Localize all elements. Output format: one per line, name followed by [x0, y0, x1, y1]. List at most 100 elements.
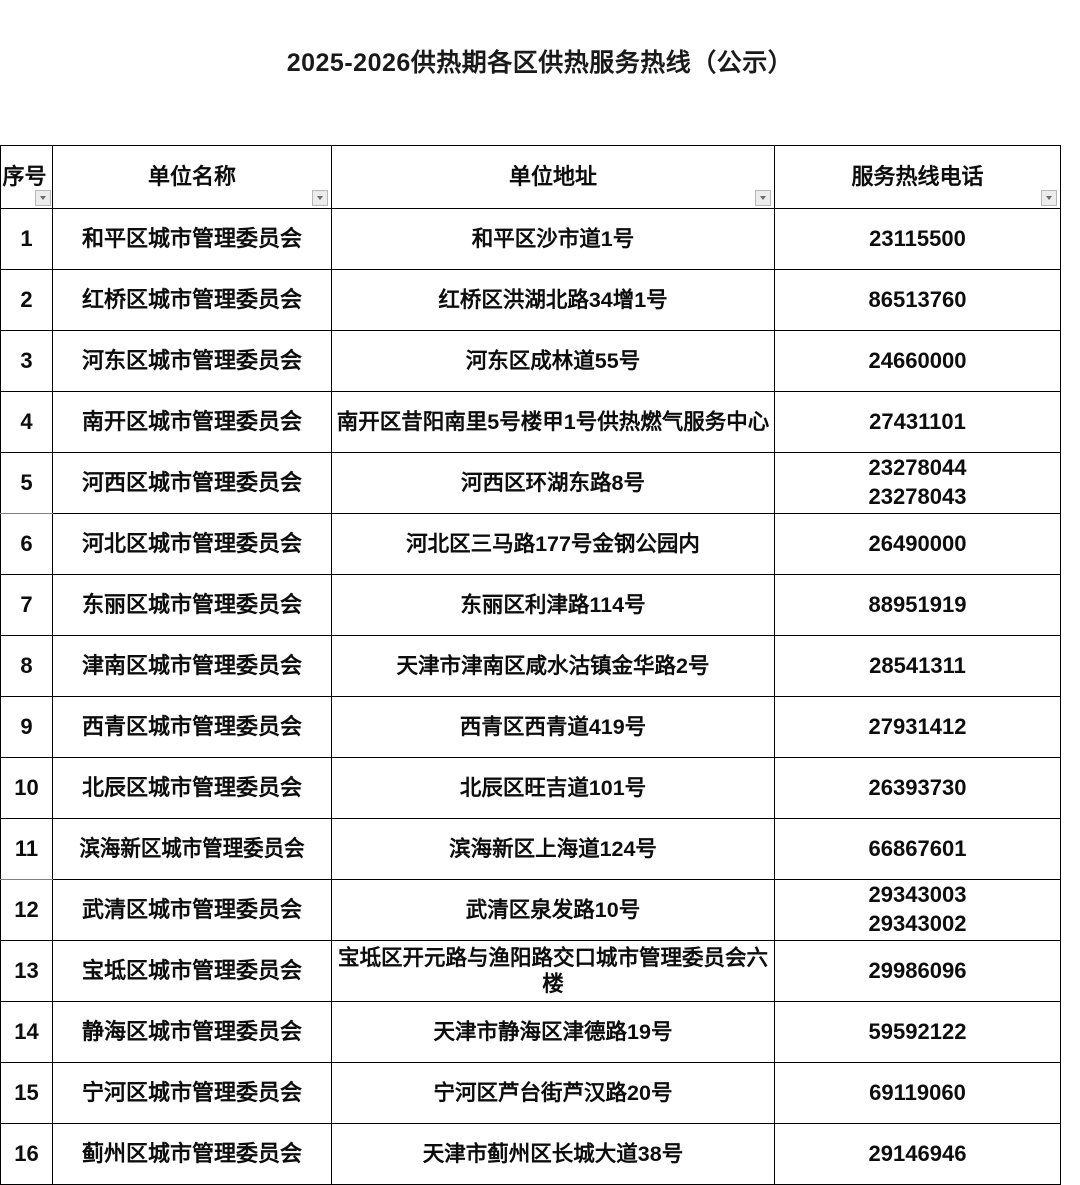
cell-unit-address[interactable]: 和平区沙市道1号: [332, 209, 775, 270]
cell-unit-name[interactable]: 津南区城市管理委员会: [53, 636, 332, 697]
cell-service-hotline[interactable]: 88951919: [775, 575, 1061, 636]
cell-unit-name[interactable]: 河北区城市管理委员会: [53, 514, 332, 575]
row-right-padding: [1061, 758, 1080, 819]
cell-index[interactable]: 16: [1, 1124, 53, 1185]
cell-service-hotline[interactable]: 24660000: [775, 331, 1061, 392]
cell-index[interactable]: 10: [1, 758, 53, 819]
cell-unit-name[interactable]: 南开区城市管理委员会: [53, 392, 332, 453]
hotline-number: 86513760: [777, 287, 1058, 314]
row-right-padding: [1061, 453, 1080, 514]
hotline-number: 23115500: [777, 226, 1058, 253]
cell-index[interactable]: 14: [1, 1002, 53, 1063]
cell-unit-name-text: 津南区城市管理委员会: [82, 653, 302, 680]
cell-index[interactable]: 9: [1, 697, 53, 758]
cell-service-hotline[interactable]: 29986096: [775, 941, 1061, 1002]
cell-unit-address[interactable]: 河北区三马路177号金钢公园内: [332, 514, 775, 575]
cell-index[interactable]: 12: [1, 880, 53, 941]
cell-index[interactable]: 4: [1, 392, 53, 453]
cell-index[interactable]: 8: [1, 636, 53, 697]
cell-unit-name-text: 西青区城市管理委员会: [82, 714, 302, 741]
filter-dropdown-icon-name[interactable]: [312, 190, 328, 206]
cell-service-hotline[interactable]: 27931412: [775, 697, 1061, 758]
hotline-number: 23278044: [777, 454, 1058, 483]
cell-unit-name-text: 蓟州区城市管理委员会: [82, 1141, 302, 1168]
cell-index[interactable]: 15: [1, 1063, 53, 1124]
cell-unit-name[interactable]: 西青区城市管理委员会: [53, 697, 332, 758]
cell-index[interactable]: 2: [1, 270, 53, 331]
cell-service-hotline[interactable]: 28541311: [775, 636, 1061, 697]
cell-unit-name[interactable]: 宁河区城市管理委员会: [53, 1063, 332, 1124]
cell-unit-name[interactable]: 滨海新区城市管理委员会: [53, 819, 332, 880]
column-header-address: 单位地址: [332, 146, 775, 209]
cell-index[interactable]: 6: [1, 514, 53, 575]
cell-unit-address[interactable]: 武清区泉发路10号: [332, 880, 775, 941]
cell-service-hotline[interactable]: 23115500: [775, 209, 1061, 270]
hotline-number: 24660000: [777, 348, 1058, 375]
cell-unit-address-text: 河北区三马路177号金钢公园内: [406, 531, 700, 557]
filter-dropdown-icon-phone[interactable]: [1041, 190, 1057, 206]
cell-index[interactable]: 3: [1, 331, 53, 392]
hotline-number: 29343003: [777, 881, 1058, 910]
filter-dropdown-icon-address[interactable]: [755, 190, 771, 206]
cell-unit-address-text: 北辰区旺吉道101号: [460, 775, 646, 801]
cell-unit-address[interactable]: 天津市蓟州区长城大道38号: [332, 1124, 775, 1185]
cell-unit-address-text: 宝坻区开元路与渔阳路交口城市管理委员会六楼: [334, 945, 772, 997]
cell-unit-address[interactable]: 红桥区洪湖北路34增1号: [332, 270, 775, 331]
cell-service-hotline[interactable]: 86513760: [775, 270, 1061, 331]
hotline-number: 69119060: [777, 1080, 1058, 1107]
cell-unit-name[interactable]: 河西区城市管理委员会: [53, 453, 332, 514]
cell-unit-address-text: 武清区泉发路10号: [466, 897, 640, 923]
cell-service-hotline[interactable]: 26393730: [775, 758, 1061, 819]
cell-service-hotline[interactable]: 26490000: [775, 514, 1061, 575]
cell-index[interactable]: 7: [1, 575, 53, 636]
cell-unit-address-text: 天津市蓟州区长城大道38号: [423, 1141, 683, 1167]
cell-unit-address[interactable]: 东丽区利津路114号: [332, 575, 775, 636]
cell-unit-name[interactable]: 蓟州区城市管理委员会: [53, 1124, 332, 1185]
cell-unit-address[interactable]: 河西区环湖东路8号: [332, 453, 775, 514]
cell-unit-address[interactable]: 北辰区旺吉道101号: [332, 758, 775, 819]
cell-unit-address[interactable]: 天津市静海区津德路19号: [332, 1002, 775, 1063]
row-right-padding: [1061, 697, 1080, 758]
cell-service-hotline[interactable]: 29146946: [775, 1124, 1061, 1185]
cell-service-hotline[interactable]: 69119060: [775, 1063, 1061, 1124]
cell-unit-address-text: 河西区环湖东路8号: [461, 470, 645, 496]
cell-unit-name[interactable]: 静海区城市管理委员会: [53, 1002, 332, 1063]
cell-unit-name[interactable]: 北辰区城市管理委员会: [53, 758, 332, 819]
cell-unit-address-text: 和平区沙市道1号: [472, 226, 634, 252]
cell-unit-name[interactable]: 河东区城市管理委员会: [53, 331, 332, 392]
cell-unit-name[interactable]: 宝坻区城市管理委员会: [53, 941, 332, 1002]
cell-service-hotline[interactable]: 66867601: [775, 819, 1061, 880]
row-right-padding: [1061, 514, 1080, 575]
cell-unit-address[interactable]: 南开区昔阳南里5号楼甲1号供热燃气服务中心: [332, 392, 775, 453]
cell-index[interactable]: 11: [1, 819, 53, 880]
cell-service-hotline[interactable]: 59592122: [775, 1002, 1061, 1063]
cell-unit-address-text: 东丽区利津路114号: [460, 592, 645, 618]
cell-index[interactable]: 1: [1, 209, 53, 270]
column-header-name-label: 单位名称: [148, 164, 236, 191]
cell-unit-name-text: 河东区城市管理委员会: [82, 348, 302, 375]
cell-unit-address-text: 天津市静海区津德路19号: [434, 1019, 673, 1045]
cell-index[interactable]: 5: [1, 453, 53, 514]
cell-service-hotline[interactable]: 27431101: [775, 392, 1061, 453]
filter-dropdown-icon-index[interactable]: [35, 190, 51, 206]
cell-unit-name-text: 武清区城市管理委员会: [82, 897, 302, 924]
cell-unit-address[interactable]: 滨海新区上海道124号: [332, 819, 775, 880]
cell-unit-address[interactable]: 河东区成林道55号: [332, 331, 775, 392]
cell-unit-name[interactable]: 武清区城市管理委员会: [53, 880, 332, 941]
cell-unit-address[interactable]: 宝坻区开元路与渔阳路交口城市管理委员会六楼: [332, 941, 775, 1002]
cell-unit-address[interactable]: 宁河区芦台街芦汉路20号: [332, 1063, 775, 1124]
cell-unit-address-text: 南开区昔阳南里5号楼甲1号供热燃气服务中心: [337, 409, 769, 435]
cell-unit-address[interactable]: 天津市津南区咸水沽镇金华路2号: [332, 636, 775, 697]
cell-unit-address[interactable]: 西青区西青道419号: [332, 697, 775, 758]
cell-unit-name[interactable]: 和平区城市管理委员会: [53, 209, 332, 270]
cell-index[interactable]: 13: [1, 941, 53, 1002]
cell-unit-name[interactable]: 红桥区城市管理委员会: [53, 270, 332, 331]
column-header-index-label: 序号: [2, 164, 46, 191]
cell-unit-name[interactable]: 东丽区城市管理委员会: [53, 575, 332, 636]
